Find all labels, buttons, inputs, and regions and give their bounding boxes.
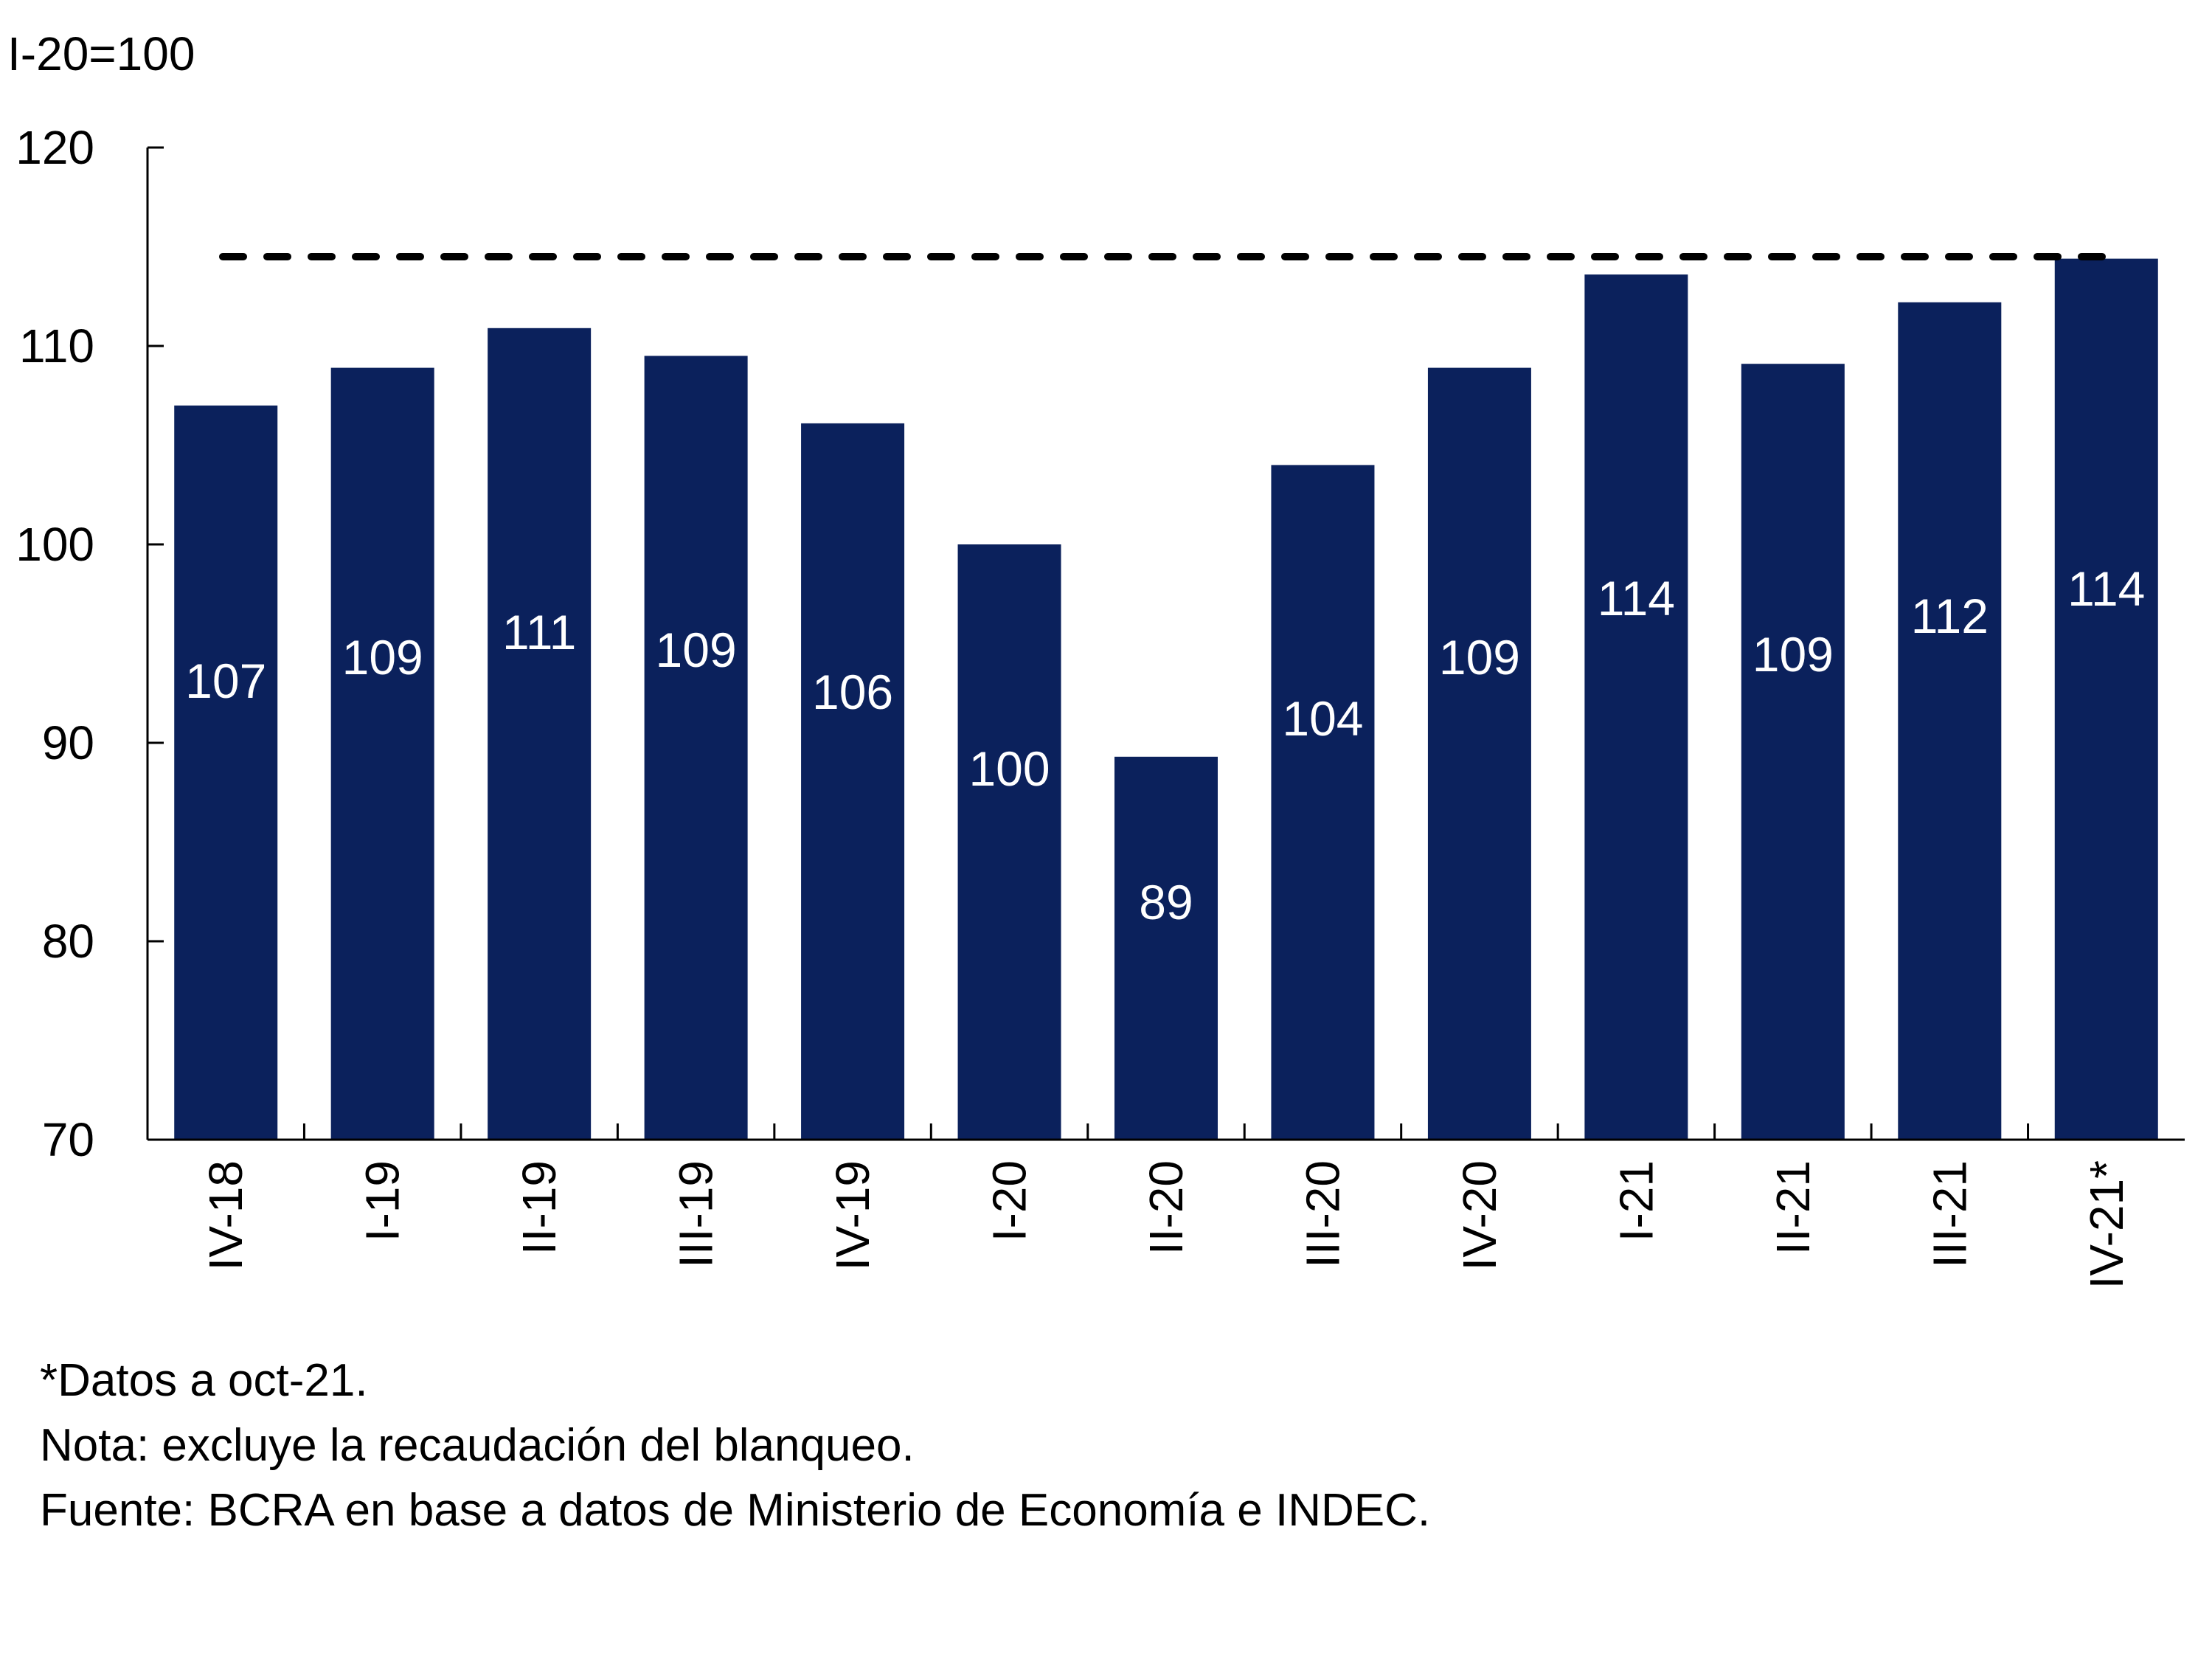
bar <box>1584 274 1688 1140</box>
data-label: 112 <box>1911 589 1989 643</box>
y-tick-label: 110 <box>19 319 94 373</box>
data-label: 111 <box>502 605 576 659</box>
footnotes: *Datos a oct-21. Nota: excluye la recaud… <box>40 1348 1430 1543</box>
bar <box>330 367 434 1140</box>
x-tick-label: IV-19 <box>826 1160 879 1270</box>
bar <box>488 328 592 1140</box>
bar <box>1741 364 1845 1140</box>
data-label: 89 <box>1139 875 1193 929</box>
x-tick-label: IV-18 <box>199 1160 252 1270</box>
data-label: 109 <box>342 630 423 685</box>
x-tick-label: III-20 <box>1296 1160 1349 1268</box>
bar <box>1898 302 2002 1140</box>
y-tick-label: 80 <box>42 915 94 968</box>
bar <box>644 356 748 1140</box>
data-label: 109 <box>1439 630 1520 685</box>
bar <box>2054 258 2158 1140</box>
x-tick-label: IV-21* <box>2080 1160 2133 1289</box>
x-tick-label: I-20 <box>983 1160 1036 1241</box>
y-tick-label: 70 <box>42 1113 94 1166</box>
bar <box>1114 756 1218 1140</box>
data-label: 114 <box>1598 571 1675 626</box>
bars: 107 109 111 109 106 100 89 104 109 114 109 112 114 <box>174 258 2158 1140</box>
x-tick-label: II-19 <box>513 1160 566 1255</box>
data-label: 106 <box>812 665 893 719</box>
x-axis: IV-18 I-19 II-19 III-19 IV-19 I-20 II-20 III-20… <box>148 1123 2185 1289</box>
x-tick-label: I-19 <box>356 1160 409 1241</box>
data-label: 100 <box>968 741 1050 796</box>
footnote-nota: Nota: excluye la recaudación del blanque… <box>40 1420 915 1471</box>
y-tick-label: 120 <box>15 121 94 174</box>
x-tick-label: IV-20 <box>1453 1160 1506 1270</box>
data-label: 107 <box>185 654 266 708</box>
x-tick-label: II-20 <box>1140 1160 1193 1255</box>
footnote-fuente: Fuente: BCRA en base a datos de Minister… <box>40 1485 1431 1536</box>
bar <box>174 405 278 1140</box>
unit-label: I-20=100 <box>7 27 195 80</box>
data-label: 114 <box>2067 561 2145 616</box>
data-label: 109 <box>1752 627 1834 682</box>
y-axis: 70 80 90 100 110 120 <box>15 121 164 1166</box>
x-tick-label: I-21 <box>1609 1160 1663 1241</box>
x-tick-label: III-19 <box>670 1160 723 1268</box>
bar <box>801 423 905 1140</box>
footnote-asterisk: *Datos a oct-21. <box>40 1355 368 1406</box>
data-label: 109 <box>656 623 737 677</box>
y-tick-label: 100 <box>15 518 94 571</box>
data-label: 104 <box>1282 691 1363 746</box>
bar <box>1271 465 1375 1140</box>
bar <box>957 544 1061 1140</box>
x-tick-label: II-21 <box>1767 1160 1820 1255</box>
x-tick-label: III-21 <box>1923 1160 1976 1268</box>
bar <box>1427 367 1531 1140</box>
bar-chart: I-20=100 70 80 90 100 110 120 107 109 111 109 106… <box>7 27 2185 1289</box>
y-tick-label: 90 <box>42 716 94 769</box>
